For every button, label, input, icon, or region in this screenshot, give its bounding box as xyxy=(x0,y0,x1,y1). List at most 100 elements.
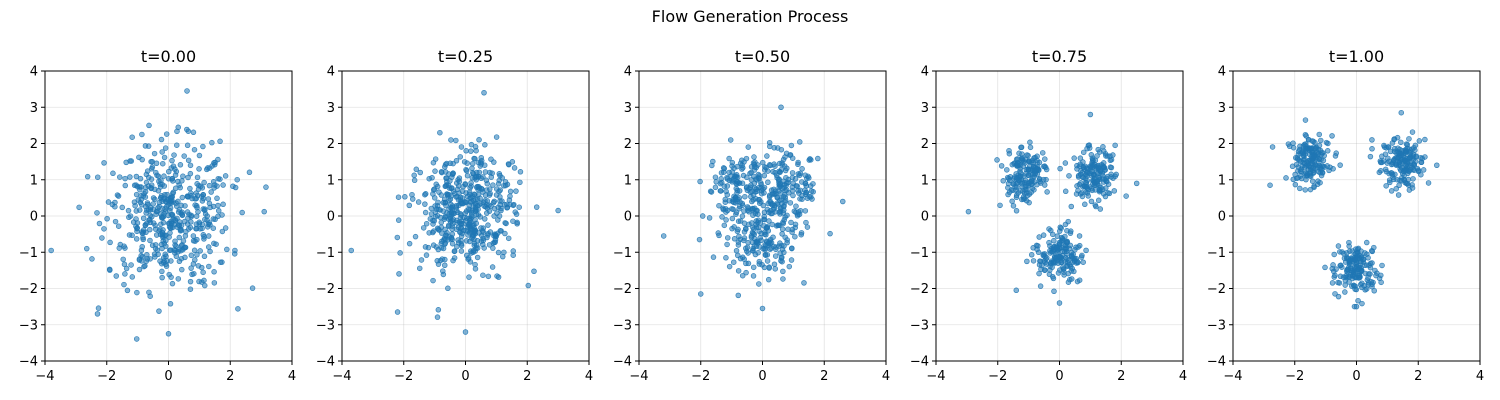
scatter-point xyxy=(411,172,417,179)
x-tick-label: 2 xyxy=(1117,369,1125,384)
scatter-point xyxy=(1112,142,1118,149)
scatter-point xyxy=(448,137,454,143)
scatter-point xyxy=(1097,206,1104,212)
scatter-point xyxy=(219,228,226,235)
scatter-point xyxy=(139,202,145,208)
scatter-point xyxy=(120,256,126,263)
scatter-point xyxy=(778,166,785,173)
scatter-point xyxy=(168,218,174,225)
x-tick-label: 0 xyxy=(1352,369,1360,384)
scatter-point xyxy=(786,263,793,270)
scatter-point xyxy=(511,165,518,171)
scatter-point xyxy=(785,226,791,232)
y-tick-label: −2 xyxy=(19,282,38,297)
scatter-point xyxy=(1014,175,1020,181)
scatter-point xyxy=(153,208,160,215)
y-tick-label: −4 xyxy=(910,355,929,370)
scatter-point xyxy=(716,202,722,209)
scatter-point xyxy=(764,206,771,213)
scatter-point xyxy=(449,226,455,232)
scatter-point xyxy=(1422,136,1428,143)
scatter-point xyxy=(1311,184,1317,191)
scatter-point xyxy=(195,263,202,269)
scatter-point xyxy=(431,218,438,224)
scatter-point xyxy=(1027,139,1033,146)
y-tick-label: −1 xyxy=(316,246,335,261)
scatter-point xyxy=(1042,259,1048,266)
scatter-point xyxy=(1037,180,1044,186)
scatter-point xyxy=(1030,160,1036,166)
scatter-point xyxy=(449,240,456,247)
scatter-point xyxy=(1309,178,1316,184)
scatter-point xyxy=(163,131,170,137)
scatter-point xyxy=(721,222,728,229)
scatter-point xyxy=(110,170,116,177)
scatter-point xyxy=(1410,176,1416,182)
y-tick-label: −3 xyxy=(613,318,632,333)
scatter-point xyxy=(440,208,447,214)
scatter-point xyxy=(474,237,481,244)
scatter-point xyxy=(188,190,194,197)
scatter-point xyxy=(466,221,472,227)
scatter-point xyxy=(439,230,445,236)
scatter-point xyxy=(124,287,131,294)
scatter-point xyxy=(1050,275,1057,282)
scatter-point xyxy=(1398,109,1405,116)
scatter-point xyxy=(206,182,213,189)
scatter-point xyxy=(1425,180,1432,186)
scatter-point xyxy=(474,254,481,261)
scatter-point xyxy=(779,242,785,249)
scatter-point xyxy=(487,190,493,197)
scatter-point xyxy=(166,271,172,278)
scatter-point xyxy=(1013,180,1020,187)
scatter-point xyxy=(201,253,208,260)
scatter-point xyxy=(776,181,782,188)
x-tick-label: −2 xyxy=(988,369,1007,384)
scatter-point xyxy=(493,134,500,140)
scatter-point xyxy=(525,282,532,289)
scatter-point xyxy=(133,173,140,180)
scatter-point xyxy=(462,198,468,205)
y-tick-label: −3 xyxy=(316,318,335,333)
scatter-point xyxy=(1083,247,1089,254)
scatter-point xyxy=(729,225,735,232)
scatter-point xyxy=(808,194,814,200)
scatter-point xyxy=(799,166,805,172)
scatter-point xyxy=(1378,167,1384,174)
scatter-point xyxy=(802,191,809,198)
scatter-point xyxy=(1096,186,1103,193)
scatter-point xyxy=(169,280,176,287)
scatter-point xyxy=(473,147,479,154)
scatter-point xyxy=(998,163,1005,169)
scatter-point xyxy=(1359,254,1365,260)
scatter-point xyxy=(787,152,794,158)
scatter-point xyxy=(134,220,141,226)
scatter-point xyxy=(161,173,167,179)
scatter-point xyxy=(723,206,729,212)
scatter-point xyxy=(724,241,730,248)
scatter-point xyxy=(206,263,212,270)
scatter-point xyxy=(196,221,203,227)
scatter-point xyxy=(733,209,740,216)
scatter-point xyxy=(1010,203,1017,209)
scatter-point xyxy=(712,184,719,191)
scatter-point xyxy=(1416,138,1423,144)
scatter-point xyxy=(1094,153,1100,159)
scatter-point xyxy=(793,209,799,216)
scatter-point xyxy=(1338,262,1344,269)
scatter-point xyxy=(798,231,804,238)
scatter-point xyxy=(1398,139,1404,146)
scatter-point xyxy=(1316,159,1322,165)
scatter-point xyxy=(144,256,151,262)
scatter-point xyxy=(731,236,738,242)
scatter-point xyxy=(134,228,140,235)
scatter-point xyxy=(148,166,155,172)
scatter-point xyxy=(96,220,103,227)
scatter-point xyxy=(761,213,767,220)
scatter-point xyxy=(780,219,786,226)
scatter-point xyxy=(161,211,167,217)
scatter-point xyxy=(1084,190,1091,196)
scatter-point xyxy=(1410,155,1416,161)
scatter-point xyxy=(187,162,194,169)
scatter-point xyxy=(1101,164,1108,171)
